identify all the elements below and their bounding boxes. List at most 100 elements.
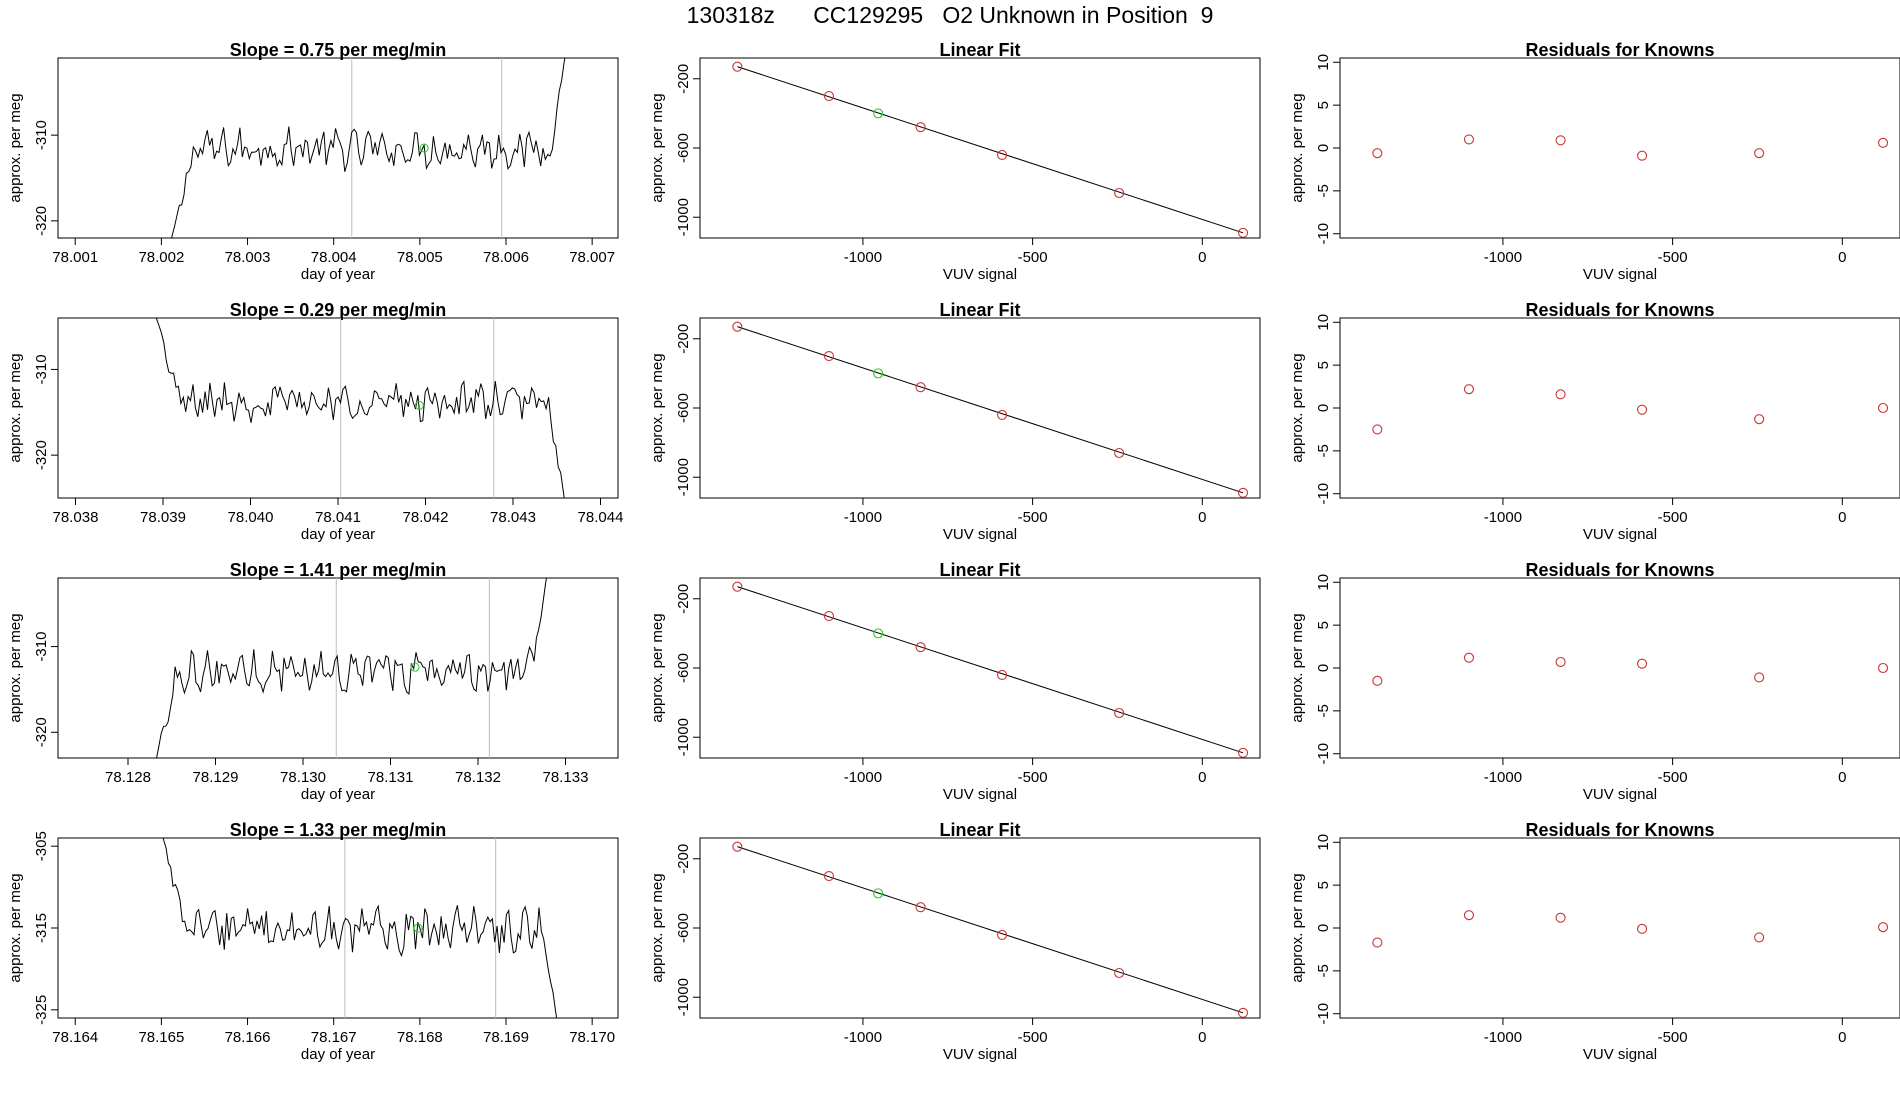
x-tick-label: 78.041: [315, 509, 361, 526]
data-point: [1754, 932, 1765, 943]
unknown-point: [410, 662, 420, 672]
x-tick-label: 78.043: [490, 509, 536, 526]
panel-6: Residuals for Knowns -1000 -500 0 -10 -5 0 5 10 V…: [1289, 300, 1900, 543]
data-point: [873, 888, 884, 899]
data-point: [732, 321, 743, 332]
plot-area: [1372, 384, 1889, 435]
y-tick-label: -1000: [675, 718, 692, 756]
fit-line: [737, 326, 1244, 494]
y-tick-label: 10: [1315, 574, 1332, 591]
x-tick-label: 78.165: [138, 1029, 184, 1046]
y-tick-label: -310: [33, 120, 50, 150]
panel-title: Residuals for Knowns: [1525, 300, 1714, 320]
plot-area: [162, 838, 558, 1018]
y-tick-label: -305: [33, 831, 50, 861]
x-tick-label: 78.167: [311, 1029, 357, 1046]
figure-title: 130318z CC129295 O2 Unknown in Position …: [686, 2, 1214, 28]
data-point: [823, 611, 835, 622]
data-point: [1877, 922, 1889, 933]
y-tick-label: -5: [1315, 704, 1332, 717]
data-trace-line: [156, 578, 547, 758]
x-tick-label: 0: [1198, 1029, 1206, 1046]
data-point: [1463, 910, 1475, 921]
x-tick-label: 0: [1198, 509, 1206, 526]
x-axis-label: VUV signal: [1583, 526, 1657, 543]
x-tick-label: 78.039: [140, 509, 186, 526]
x-tick-label: 78.006: [483, 249, 529, 266]
plot-area: [1372, 134, 1889, 161]
x-tick-label: -1000: [1484, 769, 1522, 786]
data-point: [1463, 652, 1475, 663]
x-tick-label: -1000: [844, 249, 882, 266]
x-tick-label: -500: [1018, 1029, 1048, 1046]
x-tick-label: -1000: [844, 1029, 882, 1046]
data-point: [1555, 912, 1566, 923]
data-point: [1555, 135, 1566, 146]
data-point: [1877, 402, 1889, 414]
y-tick-label: 5: [1315, 881, 1332, 889]
x-axis-label: VUV signal: [943, 1046, 1017, 1063]
x-axis-label: day of year: [301, 1046, 375, 1063]
panel-5: Linear Fit -1000 -500 0 -200 -600 -1000 VUV sig…: [649, 300, 1261, 543]
panel-title: Residuals for Knowns: [1525, 40, 1714, 60]
plot-frame: [57, 317, 619, 499]
x-axis-label: day of year: [301, 786, 375, 803]
plot-frame: [1339, 577, 1900, 759]
y-axis-label: approx. per meg: [7, 93, 24, 202]
data-point: [1372, 675, 1383, 686]
panel-title: Slope = 0.29 per meg/min: [230, 300, 447, 320]
data-point: [732, 61, 743, 72]
data-point: [1555, 656, 1566, 668]
y-axis-label: approx. per meg: [1289, 613, 1306, 722]
x-tick-label: 0: [1198, 769, 1206, 786]
y-tick-label: -5: [1315, 964, 1332, 977]
x-tick-label: 78.131: [368, 769, 414, 786]
panel-2: Linear Fit -1000 -500 0 -200 -600 -1000 VUV sig…: [649, 40, 1261, 283]
y-tick-label: 10: [1315, 314, 1332, 331]
fit-line: [737, 586, 1244, 754]
y-tick-label: -315: [33, 913, 50, 943]
plot-area: [1372, 652, 1889, 686]
x-tick-label: 0: [1838, 509, 1846, 526]
y-tick-label: -1000: [675, 978, 692, 1016]
x-tick-label: 78.128: [105, 769, 151, 786]
data-point: [1237, 1007, 1249, 1018]
plot-area: [732, 841, 1249, 1018]
x-tick-label: -1000: [1484, 509, 1522, 526]
y-tick-label: 0: [1315, 924, 1332, 932]
x-tick-label: 78.130: [280, 769, 326, 786]
data-point: [1372, 148, 1383, 159]
x-tick-label: -500: [1018, 769, 1048, 786]
data-point: [1877, 137, 1889, 148]
data-point: [1637, 150, 1648, 161]
data-trace-line: [162, 838, 558, 1018]
plot-frame: [1339, 57, 1900, 239]
x-axis-label: day of year: [301, 266, 375, 283]
unknown-point: [413, 923, 423, 933]
y-tick-label: -10: [1315, 483, 1332, 505]
panel-4: Slope = 0.29 per meg/min 78.038 78.039 78.0…: [7, 300, 623, 543]
data-point: [1637, 658, 1648, 669]
y-axis-label: approx. per meg: [649, 353, 666, 462]
plot-area: [155, 318, 565, 498]
x-tick-label: 78.005: [397, 249, 443, 266]
data-point: [1877, 662, 1889, 674]
x-tick-label: -500: [1018, 249, 1048, 266]
y-axis-label: approx. per meg: [7, 613, 24, 722]
plot-area: [732, 61, 1249, 238]
x-tick-label: -500: [1658, 509, 1688, 526]
y-tick-label: -1000: [675, 458, 692, 496]
x-tick-label: 78.164: [52, 1029, 98, 1046]
data-point: [873, 368, 884, 379]
x-tick-label: -500: [1018, 509, 1048, 526]
panel-12: Residuals for Knowns -1000 -500 0 -10 -5 0 5 10 V…: [1289, 820, 1900, 1063]
x-tick-label: 78.133: [543, 769, 589, 786]
panel-title: Linear Fit: [939, 560, 1020, 580]
x-tick-label: -500: [1658, 249, 1688, 266]
data-point: [997, 669, 1008, 680]
y-tick-label: -10: [1315, 223, 1332, 245]
data-point: [1463, 384, 1475, 395]
plot-area: [732, 321, 1249, 498]
data-point: [1463, 134, 1475, 145]
